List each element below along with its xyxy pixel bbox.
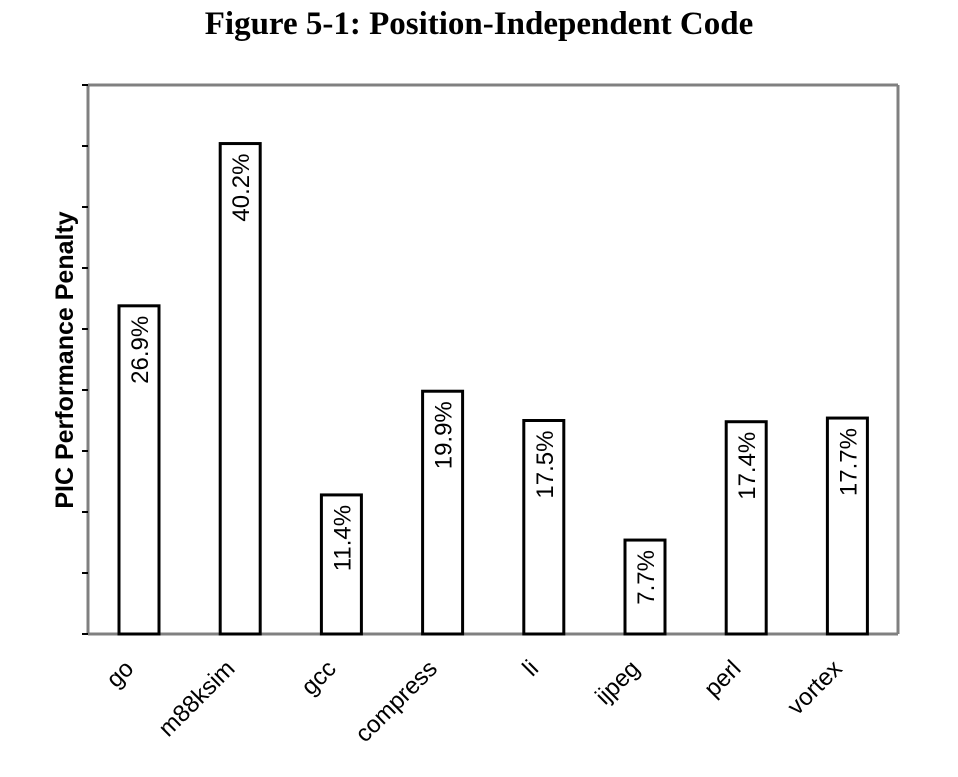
x-tick-label: m88ksim xyxy=(153,655,240,742)
x-tick-label: ijpeg xyxy=(590,655,645,710)
x-tick-label: perl xyxy=(699,655,746,702)
data-label: 17.7% xyxy=(835,428,862,496)
chart-title: Figure 5-1: Position-Independent Code xyxy=(204,6,754,42)
bar xyxy=(421,389,465,636)
y-axis-label: PIC Performance Penalty xyxy=(51,211,79,508)
x-tick-label: go xyxy=(101,655,139,693)
bar xyxy=(623,538,667,636)
data-label: 11.4% xyxy=(329,505,356,571)
bar xyxy=(522,419,566,636)
x-tick-label: li xyxy=(517,655,544,682)
data-label: 19.9% xyxy=(431,401,458,469)
bar-group: 40.2% xyxy=(218,142,262,636)
x-tick-label: vortex xyxy=(782,655,847,720)
bar-group: 17.4% xyxy=(724,420,768,636)
bar xyxy=(724,420,768,636)
bars: 26.9% 40.2% 11.4% 19.9% 17.5% 7.7% 17.4% 17.7% xyxy=(117,142,869,636)
x-tick-label: gcc xyxy=(296,655,342,701)
data-label: 7.7% xyxy=(633,550,660,605)
bar-group: 19.9% xyxy=(421,389,465,636)
data-label: 17.4% xyxy=(734,432,761,500)
data-label: 17.5% xyxy=(532,431,559,499)
bar-group: 11.4% xyxy=(319,493,363,636)
x-axis-tick-labels: go m88ksim gcc compress li ijpeg perl vortex xyxy=(101,655,847,748)
data-label: 26.9% xyxy=(127,316,154,384)
data-label: 40.2% xyxy=(228,154,255,222)
bar xyxy=(218,142,262,636)
x-tick-label: compress xyxy=(350,655,443,748)
bar xyxy=(825,416,869,636)
bar xyxy=(319,493,363,636)
plot-frame xyxy=(86,83,900,636)
bar-group: 17.7% xyxy=(825,416,869,636)
bar-group: 26.9% xyxy=(117,304,161,636)
bar-group: 17.5% xyxy=(522,419,566,636)
y-axis-ticks xyxy=(82,84,88,635)
bar xyxy=(117,304,161,636)
bar-group: 7.7% xyxy=(623,538,667,636)
